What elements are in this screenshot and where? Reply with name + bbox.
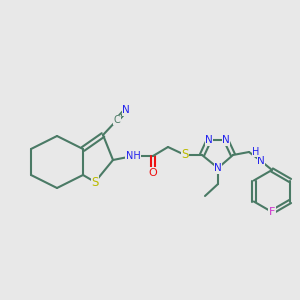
Text: N: N [222,135,230,145]
Text: N: N [205,135,213,145]
Text: N: N [214,163,222,173]
Text: S: S [91,176,99,188]
Text: N: N [257,156,265,166]
Text: S: S [181,148,189,161]
Text: O: O [148,168,158,178]
Text: F: F [269,207,275,217]
Text: H: H [252,147,260,157]
Text: C: C [114,115,120,125]
Text: NH: NH [126,151,140,161]
Text: N: N [122,105,130,115]
